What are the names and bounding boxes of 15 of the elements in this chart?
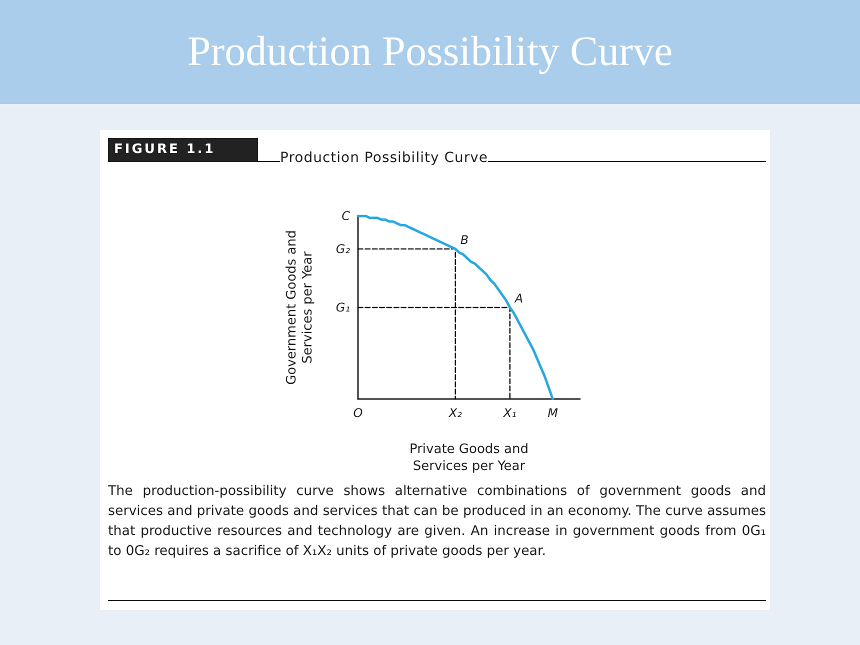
chart-subtitle: Production Possibility Curve — [280, 150, 488, 166]
x-tick-label: X₂ — [448, 406, 462, 420]
text: The production-possibility curve shows alternative combinations of government goods and services and private goods and services that can be produced in an economy. The curve assumes that productive resources and technology are given. An increase in government goods from 0G₁ to 0G₂ requires a sacrifice of X₁X₂ units of private goods per year. — [108, 483, 766, 561]
chart-title: Production Possibility Curve — [186, 28, 674, 76]
annotation: B — [460, 232, 469, 247]
x-tick-label: O — [353, 406, 363, 420]
annotation: C — [342, 209, 351, 223]
annotation: G₁ — [336, 300, 350, 314]
x-axis-title: Private Goods and Services per Year — [409, 442, 529, 474]
annotation: A — [514, 292, 524, 306]
annotation: G₂ — [336, 242, 350, 256]
x-tick-label: X₁ — [502, 406, 517, 420]
x-tick-label: M — [548, 406, 559, 420]
y-axis-title: Government Goods and Services per Year — [284, 230, 316, 385]
caption: FIGURE 1.1 — [108, 138, 258, 162]
